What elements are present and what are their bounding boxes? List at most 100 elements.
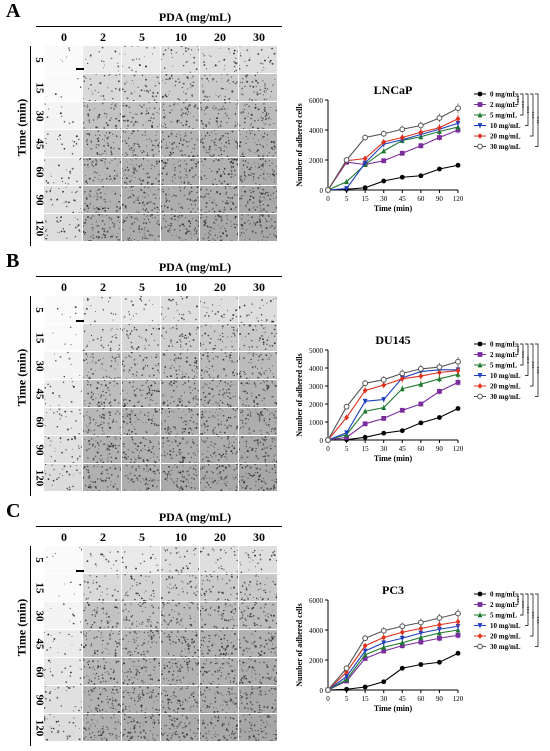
legend-label: 5 mg/mL: [490, 112, 517, 120]
micrograph-cell: [44, 574, 82, 601]
micrograph-cell: [239, 74, 277, 102]
data-point: [399, 643, 405, 649]
significance-label: ***: [518, 345, 523, 353]
time-axis-label: Time (min): [14, 348, 29, 407]
data-point: [381, 148, 387, 154]
micrograph-cell: [199, 101, 239, 130]
micrograph-cell: [199, 185, 239, 214]
data-point: [362, 398, 368, 405]
micrograph-cell: [199, 129, 239, 158]
micrograph-cell: [199, 573, 239, 602]
data-point: [418, 420, 424, 426]
micrograph-cell: [121, 407, 161, 436]
data-point: [399, 126, 406, 133]
micrograph-cell: [121, 323, 161, 351]
micrograph-cell: [160, 214, 200, 242]
micrograph-cell: [238, 601, 278, 630]
y-tick-label: 3000: [309, 383, 324, 391]
micrograph-cell: [160, 629, 200, 658]
y-tick-label: 6000: [309, 597, 324, 605]
data-point: [455, 105, 461, 112]
data-point: [343, 157, 350, 163]
data-point: [455, 632, 461, 638]
micrograph-cell: [82, 213, 121, 242]
data-point: [418, 401, 424, 407]
data-point: [477, 362, 483, 368]
x-axis-label: Time (min): [374, 454, 413, 463]
data-point: [399, 174, 405, 180]
micrograph-cell: [82, 463, 122, 492]
significance-bracket: [530, 343, 534, 387]
significance-bracket: [535, 593, 539, 647]
series-line: [327, 373, 459, 441]
data-point: [343, 665, 350, 672]
micrograph-cell: [199, 463, 239, 492]
panel-letter: B: [6, 250, 20, 272]
data-point: [455, 623, 461, 630]
data-point: [380, 130, 387, 137]
x-tick-label: 5: [345, 445, 349, 453]
micrograph-cell: [83, 435, 122, 464]
data-point: [362, 155, 368, 162]
data-point: [344, 674, 349, 680]
micrograph-cell: [160, 407, 199, 436]
data-point: [399, 407, 405, 413]
micrograph-cell: [43, 658, 83, 686]
micrograph-cell: [44, 435, 83, 464]
column-label: 2: [100, 30, 106, 44]
micrograph-cell: [239, 213, 278, 242]
y-tick-label: 2000: [309, 401, 324, 409]
micrograph-cell: [122, 629, 161, 658]
micrograph-cell: [239, 185, 278, 214]
data-point: [325, 687, 331, 693]
data-point: [477, 383, 483, 389]
significance-label: ***: [523, 350, 528, 358]
pda-concentration-title: PDA (mg/mL): [158, 260, 232, 274]
x-tick-label: 60: [417, 445, 425, 453]
panel-letter: C: [6, 500, 21, 522]
micrograph-cell: [238, 436, 278, 463]
data-point: [418, 129, 424, 136]
series-line: [327, 381, 459, 441]
data-point: [477, 633, 483, 639]
data-point: [362, 185, 368, 191]
data-point: [399, 665, 405, 671]
column-label: 2: [100, 530, 106, 544]
micrograph-cell: [238, 630, 277, 658]
data-point: [362, 434, 368, 440]
micrograph-cell: [83, 685, 122, 714]
data-point: [362, 642, 368, 649]
panel-letter: A: [6, 0, 21, 22]
scale-bar: [76, 570, 84, 572]
micrograph-cell: [44, 296, 82, 323]
data-point: [477, 143, 483, 150]
legend-label: 5 mg/mL: [490, 612, 517, 620]
data-point: [437, 659, 442, 665]
x-tick-label: 120: [453, 195, 464, 203]
data-point: [418, 143, 424, 149]
micrograph-cell: [199, 545, 239, 573]
legend-label: 30 mg/mL: [490, 643, 521, 651]
significance-label: ***: [538, 116, 543, 124]
micrograph-cell: [44, 380, 83, 407]
x-tick-label: 30: [380, 445, 388, 453]
micrograph-cell: [44, 46, 82, 73]
data-point: [399, 375, 405, 382]
data-point: [437, 635, 442, 641]
data-point: [362, 380, 369, 387]
column-label: 5: [139, 30, 145, 44]
micrograph-cell: [83, 380, 122, 408]
micrograph-cell: [160, 295, 199, 323]
data-point: [362, 134, 369, 141]
micrograph-cell: [200, 435, 239, 463]
column-label: 20: [214, 530, 226, 544]
micrograph-cell: [121, 545, 160, 574]
significance-label: ***: [518, 595, 523, 603]
data-point: [477, 623, 483, 629]
series-line: [327, 408, 459, 441]
significance-bracket: [535, 93, 539, 147]
column-label: 20: [214, 280, 226, 294]
series-line: [327, 634, 459, 691]
micrograph-cell: [238, 657, 278, 686]
data-point: [399, 629, 405, 636]
